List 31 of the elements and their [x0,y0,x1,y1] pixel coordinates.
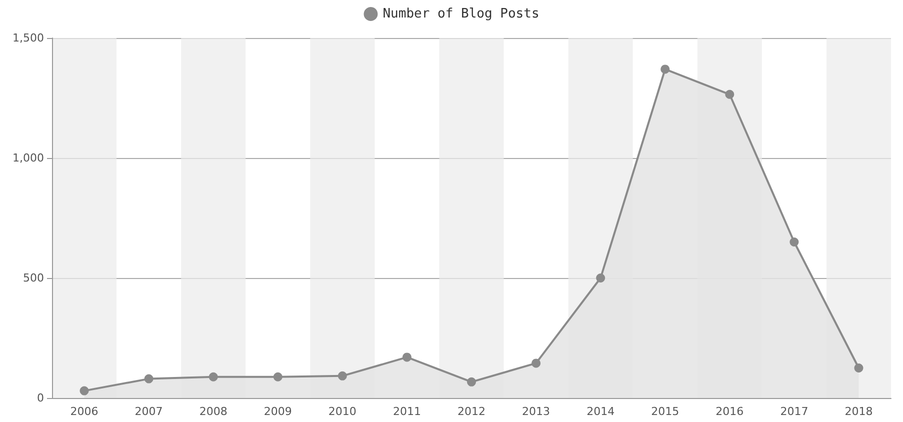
x-tick-label: 2007 [134,405,163,418]
point [338,371,347,380]
point [80,386,89,396]
point [144,374,154,384]
x-tick-label: 2011 [392,405,421,418]
legend-label: Number of Blog Posts [382,6,540,22]
y-tick-label: 1,000 [12,152,44,164]
point [532,358,541,368]
x-tick-label: 2009 [264,405,292,418]
point [596,274,606,282]
x-tick-label: 2018 [844,405,873,418]
x-tick-label: 2006 [70,405,98,418]
y-tick-label: 500 [23,272,44,284]
x-tick-label: 2017 [780,405,808,418]
point [725,90,734,99]
x-tick-label: 2016 [716,405,744,418]
y-tick-label: 0 [37,392,44,404]
x-tick-label: 2015 [651,405,680,418]
x-tick-label: 2014 [586,405,615,418]
point [854,364,864,372]
x-tick-label: 2008 [199,405,228,418]
x-tick-label: 2010 [328,405,356,418]
point [402,352,412,362]
x-tick-label: 2013 [522,405,550,418]
point [208,372,218,382]
point [273,372,282,382]
x-tick-label: 2012 [458,405,486,418]
point [467,377,476,386]
y-tick-label: 1,500 [12,32,44,44]
point [660,64,670,74]
point [790,238,799,246]
